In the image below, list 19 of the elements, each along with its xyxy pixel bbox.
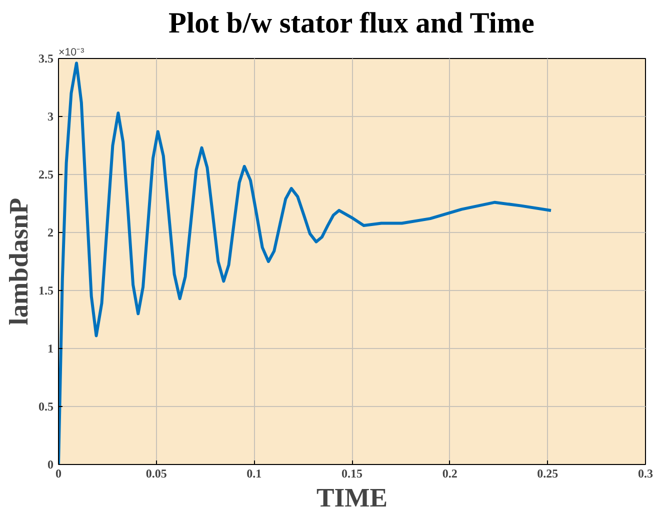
- y-tick-label: 2.5: [38, 168, 54, 182]
- x-tick-label: 0.25: [537, 466, 558, 480]
- x-tick-label: 0.3: [638, 466, 653, 480]
- y-tick-label: 2: [48, 226, 54, 240]
- x-tick-label: 0.15: [342, 466, 362, 480]
- annotation: ×10⁻³: [58, 46, 85, 58]
- x-tick-label: 0.2: [442, 466, 458, 480]
- chart-title: Plot b/w stator flux and Time: [168, 8, 534, 40]
- y-tick-label: 0: [48, 458, 54, 472]
- x-tick-label: 0.05: [146, 466, 167, 480]
- x-tick-label: 0.1: [246, 466, 262, 480]
- y-tick-label: 1: [48, 342, 54, 356]
- y-tick-label: 3.5: [38, 52, 54, 66]
- y-tick-label: 1.5: [38, 284, 54, 298]
- y-tick-label: 0.5: [38, 400, 54, 414]
- y-tick-label: 3: [48, 110, 54, 124]
- line-series: [58, 62, 552, 464]
- x-axis-title: TIME: [316, 482, 388, 512]
- y-axis-title: lambdasnP: [4, 198, 34, 326]
